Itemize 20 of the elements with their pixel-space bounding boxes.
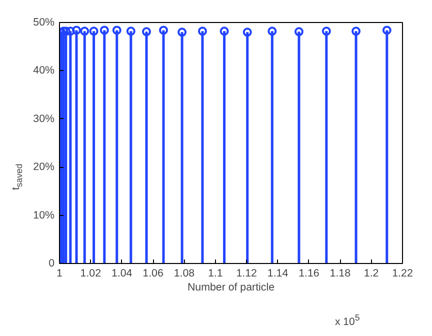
x-tick-label: 1.16 bbox=[298, 268, 320, 280]
text: x 10$^{5}$ bbox=[335, 312, 360, 328]
x-tick-label: 1.04 bbox=[111, 268, 132, 280]
x-tick-label: 1.08 bbox=[174, 268, 195, 280]
y-tick-label: 10% bbox=[33, 209, 56, 222]
y-tick-label: 0 bbox=[48, 258, 55, 270]
y-tick-label: 50% bbox=[33, 16, 56, 28]
x-tick-label: 1.14 bbox=[267, 268, 288, 280]
x-tick-label: 1.2 bbox=[364, 268, 379, 280]
x-axis-title: Number of particle bbox=[187, 282, 275, 294]
x-tick-label: 1.22 bbox=[392, 268, 413, 280]
y-tick-label: 20% bbox=[33, 161, 56, 174]
x-tick-label: 1.12 bbox=[236, 268, 258, 280]
x-tick-label: 1.1 bbox=[208, 268, 223, 280]
x-tick-label: 1.02 bbox=[80, 268, 102, 280]
x-tick-label: 1.18 bbox=[330, 268, 351, 280]
x-tick-label: 1 bbox=[56, 268, 63, 280]
x-tick-label: 1.06 bbox=[142, 268, 164, 280]
y-tick-label: 40% bbox=[33, 64, 56, 77]
y-tick-label: 30% bbox=[33, 112, 56, 125]
